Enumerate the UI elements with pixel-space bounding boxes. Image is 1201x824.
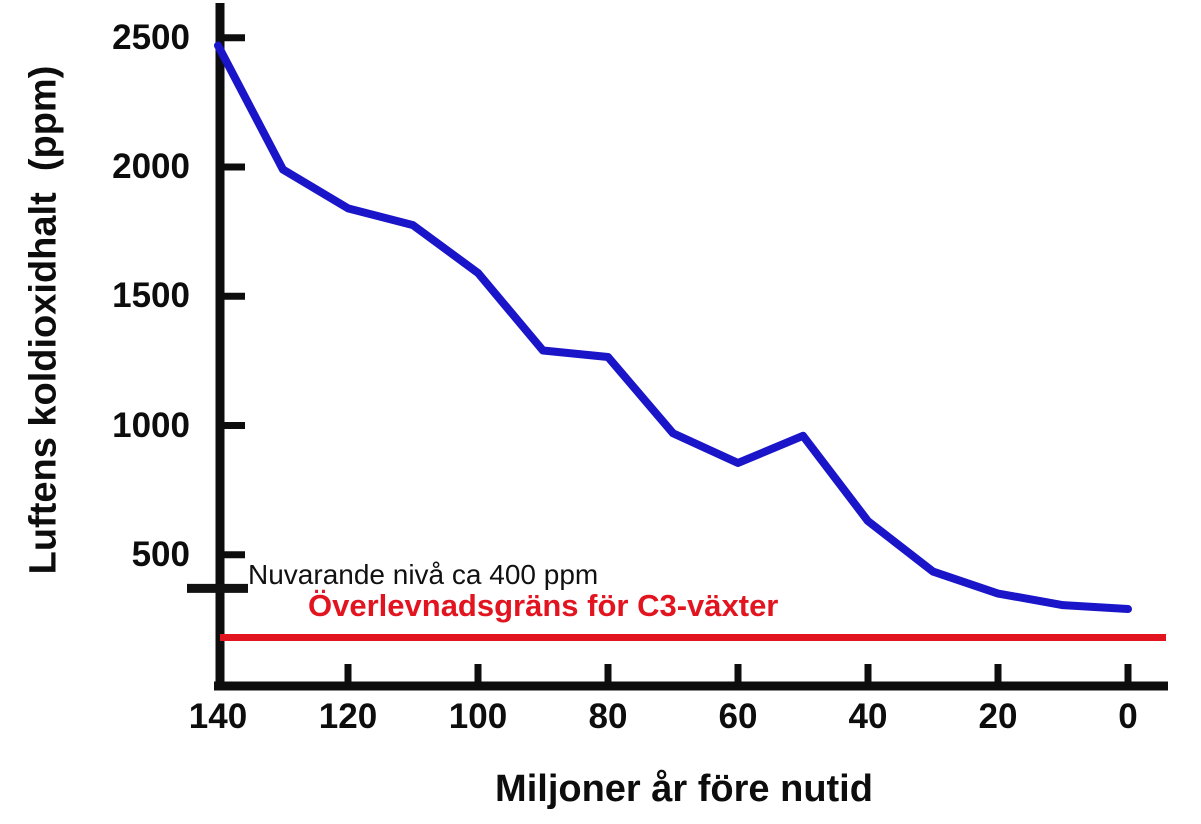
co2-data-line [214,41,1132,614]
x-axis-title: Miljoner år före nutid [495,768,873,810]
y-tick-label: 500 [131,534,190,574]
y-tick-label: 1000 [112,405,190,445]
x-tick-label: 120 [318,697,378,736]
x-tick-label: 60 [718,697,758,736]
x-tick-label: 20 [978,697,1018,736]
y-tick-label: 2500 [112,17,190,57]
x-tick-label: 140 [188,697,248,736]
x-tick-label: 0 [1118,697,1138,736]
x-tick-label: 100 [448,697,508,736]
current-level-annotation: Nuvarande nivå ca 400 ppm [248,559,599,590]
c3-survival-limit-annotation: Överlevnadsgräns för C3-växter [308,588,779,623]
x-tick-label: 40 [848,697,888,736]
y-tick-label: 2000 [112,147,190,186]
x-tick-label: 80 [588,697,628,736]
y-tick-label: 1500 [112,276,190,316]
